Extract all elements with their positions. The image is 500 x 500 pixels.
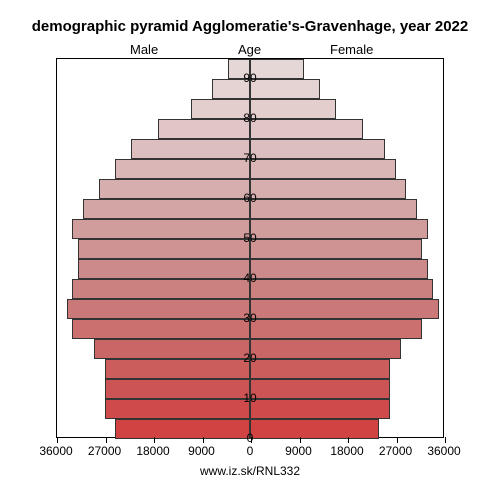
age-tick-60: 60	[243, 191, 256, 205]
x-label: 0	[247, 444, 254, 458]
x-label: 27000	[88, 444, 121, 458]
female-bar-25	[250, 319, 422, 339]
male-bar-80	[191, 99, 250, 119]
age-tick-80: 80	[243, 111, 256, 125]
female-bar-90	[250, 59, 304, 79]
male-label: Male	[130, 42, 158, 57]
x-tick	[106, 437, 107, 443]
female-bar-35	[250, 279, 433, 299]
female-bar-85	[250, 79, 320, 99]
x-tick	[57, 437, 58, 443]
age-tick-90: 90	[243, 71, 256, 85]
female-bar-80	[250, 99, 336, 119]
female-bar-70	[250, 139, 385, 159]
age-label-header: Age	[238, 42, 261, 57]
source-url: www.iz.sk/RNL332	[0, 464, 500, 478]
male-bar-40	[78, 259, 250, 279]
age-tick-40: 40	[243, 271, 256, 285]
male-bar-30	[67, 299, 250, 319]
age-tick-0: 0	[247, 431, 254, 445]
female-bar-0	[250, 419, 379, 439]
x-label: 18000	[330, 444, 363, 458]
female-bar-5	[250, 399, 390, 419]
x-label: 9000	[188, 444, 215, 458]
x-label: 36000	[39, 444, 72, 458]
age-tick-10: 10	[243, 391, 256, 405]
male-bar-75	[158, 119, 250, 139]
male-bar-0	[115, 419, 250, 439]
male-bar-55	[83, 199, 250, 219]
x-axis-labels: 360002700018000900009000180002700036000	[56, 444, 444, 460]
x-label: 18000	[136, 444, 169, 458]
female-bar-40	[250, 259, 428, 279]
male-bar-45	[78, 239, 250, 259]
x-label: 27000	[379, 444, 412, 458]
male-bar-20	[94, 339, 250, 359]
male-bar-70	[131, 139, 250, 159]
female-bar-10	[250, 379, 390, 399]
x-tick	[397, 437, 398, 443]
chart-plot-area: 9080706050403020100	[56, 58, 444, 438]
female-bar-30	[250, 299, 439, 319]
female-bar-20	[250, 339, 401, 359]
x-tick	[445, 437, 446, 443]
age-tick-20: 20	[243, 351, 256, 365]
x-label: 36000	[427, 444, 460, 458]
female-bar-60	[250, 179, 406, 199]
male-bar-60	[99, 179, 250, 199]
age-tick-30: 30	[243, 311, 256, 325]
age-tick-70: 70	[243, 151, 256, 165]
male-bar-25	[72, 319, 250, 339]
male-bar-5	[105, 399, 251, 419]
male-bar-35	[72, 279, 250, 299]
female-bar-45	[250, 239, 422, 259]
female-bar-15	[250, 359, 390, 379]
x-label: 9000	[285, 444, 312, 458]
age-tick-50: 50	[243, 231, 256, 245]
female-bar-65	[250, 159, 396, 179]
x-tick	[300, 437, 301, 443]
male-bar-10	[105, 379, 251, 399]
female-bar-75	[250, 119, 363, 139]
x-tick	[203, 437, 204, 443]
male-bar-65	[115, 159, 250, 179]
x-tick	[348, 437, 349, 443]
male-bar-50	[72, 219, 250, 239]
female-bar-50	[250, 219, 428, 239]
female-label: Female	[330, 42, 373, 57]
chart-title: demographic pyramid Agglomeratie's-Grave…	[0, 18, 500, 35]
male-bar-15	[105, 359, 251, 379]
female-bar-55	[250, 199, 417, 219]
x-tick	[154, 437, 155, 443]
